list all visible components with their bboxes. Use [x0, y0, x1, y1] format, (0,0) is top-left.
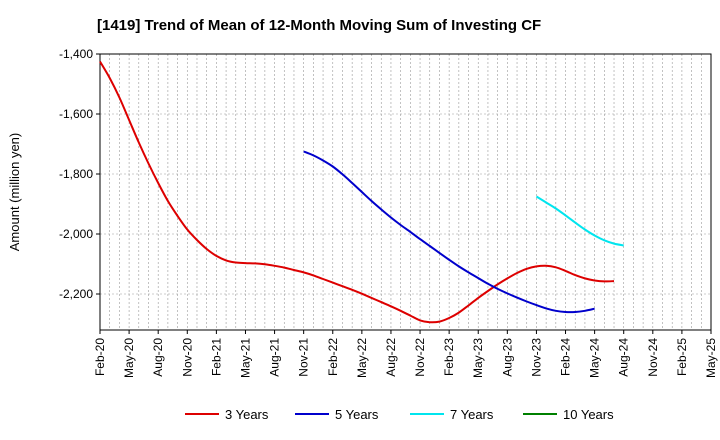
x-tick-label: Feb-23 [442, 338, 456, 376]
x-tick-label: Nov-21 [297, 338, 311, 377]
series-group [99, 60, 624, 324]
legend-label-7-years: 7 Years [450, 407, 494, 422]
x-tick-label: May-20 [122, 338, 136, 378]
x-tick-label: Nov-24 [646, 338, 660, 377]
x-tick-label: May-25 [704, 338, 718, 378]
x-tick-label: Nov-23 [529, 338, 543, 377]
x-tick-label: May-21 [238, 338, 252, 378]
y-tick-label: -2,000 [59, 227, 93, 241]
x-tick-label: May-24 [588, 338, 602, 378]
series-line-7-years [535, 195, 624, 247]
legend-label-5-years: 5 Years [335, 407, 379, 422]
x-tick-label: Aug-21 [268, 338, 282, 377]
y-axis: -1,400 -1,600 -1,800 -2,000 -2,200 [59, 47, 100, 301]
x-tick-label: Feb-20 [93, 338, 107, 376]
series-line-5-years [303, 150, 595, 314]
x-tick-label: Aug-23 [500, 338, 514, 377]
x-tick-label: Feb-22 [326, 338, 340, 376]
x-tick-label: Feb-25 [675, 338, 689, 376]
x-tick-label: Feb-24 [559, 338, 573, 376]
series-line-3-years [99, 60, 615, 324]
x-tick-label: May-23 [471, 338, 485, 378]
y-tick-label: -1,600 [59, 107, 93, 121]
y-tick-label: -2,200 [59, 287, 93, 301]
y-axis-label: Amount (million yen) [7, 133, 22, 252]
x-tick-label: Aug-24 [617, 338, 631, 377]
x-axis: Feb-20 May-20 Aug-20 Nov-20 Feb-21 May-21 Aug-… [93, 330, 718, 378]
legend-label-3-years: 3 Years [225, 407, 269, 422]
x-tick-label: Nov-20 [180, 338, 194, 377]
x-tick-label: Aug-22 [384, 338, 398, 377]
x-tick-label: Aug-20 [151, 338, 165, 377]
y-tick-label: -1,400 [59, 47, 93, 61]
grid [100, 53, 711, 330]
legend: 3 Years 5 Years 7 Years 10 Years [185, 407, 614, 422]
x-tick-label: Feb-21 [209, 338, 223, 376]
legend-label-10-years: 10 Years [563, 407, 614, 422]
plot-frame [99, 53, 712, 331]
x-tick-label: May-22 [355, 338, 369, 378]
x-tick-label: Nov-22 [413, 338, 427, 377]
y-tick-label: -1,800 [59, 167, 93, 181]
chart-title: [1419] Trend of Mean of 12-Month Moving … [97, 17, 541, 34]
